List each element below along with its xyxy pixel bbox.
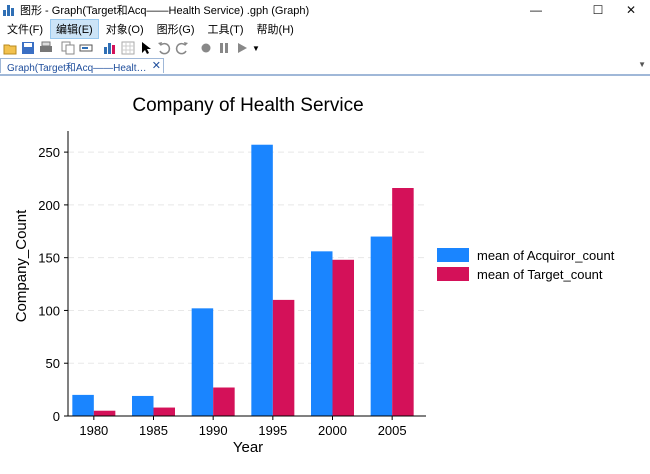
bar-target-2005: [392, 188, 414, 416]
legend-label: mean of Target_count: [477, 267, 603, 282]
menu-help[interactable]: 帮助(H): [256, 23, 294, 36]
menu-graph[interactable]: 图形(G): [156, 23, 195, 36]
bar-acquiror-1990: [191, 308, 214, 416]
y-tick-label: 50: [46, 356, 60, 371]
data-browser-icon[interactable]: [120, 40, 136, 56]
bar-acquiror-2000: [311, 251, 333, 416]
maximize-button[interactable]: ☐: [592, 2, 604, 17]
y-tick-label: 0: [53, 409, 60, 424]
record-icon[interactable]: [198, 40, 214, 56]
graph-editor-icon[interactable]: [102, 40, 118, 56]
y-axis-label: Company_Count: [13, 209, 30, 322]
toolbar: ▼: [0, 38, 650, 58]
undo-icon[interactable]: [156, 40, 172, 56]
x-tick-label: 1980: [79, 423, 108, 438]
y-tick-label: 200: [38, 198, 60, 213]
tab-menu-arrow-icon[interactable]: ▼: [638, 60, 646, 69]
bar-target-1995: [272, 299, 295, 416]
y-tick-label: 150: [38, 251, 60, 266]
tab-graph[interactable]: Graph(Target和Acq——Healt… ✕: [0, 58, 164, 74]
tab-close-icon[interactable]: ✕: [151, 60, 161, 72]
minimize-button[interactable]: —: [530, 2, 542, 17]
bar-acquiror-1995: [251, 144, 273, 416]
graph-area: Company of Health Service 0 50 100 150 200 25…: [0, 76, 650, 469]
pointer-icon[interactable]: [138, 40, 154, 56]
copy-icon[interactable]: [60, 40, 76, 56]
rename-icon[interactable]: [78, 40, 94, 56]
x-tick-label: 1995: [258, 423, 287, 438]
tab-label: Graph(Target和Acq——Healt…: [7, 62, 147, 74]
y-tick-label: 250: [38, 145, 60, 160]
x-tick-label: 2005: [378, 423, 407, 438]
print-icon[interactable]: [38, 40, 54, 56]
bar-target-2000: [332, 259, 354, 416]
dropdown-arrow-icon[interactable]: ▼: [252, 43, 260, 53]
play-icon[interactable]: [234, 40, 250, 56]
menu-object[interactable]: 对象(O): [105, 23, 144, 36]
x-tick-label: 1990: [199, 423, 228, 438]
legend-swatch: [437, 248, 469, 262]
save-icon[interactable]: [20, 40, 36, 56]
close-button[interactable]: ✕: [625, 2, 637, 17]
x-tick-label: 1985: [139, 423, 168, 438]
bar-target-1990: [213, 387, 235, 416]
menu-bar: 文件(F) 编辑(E) 对象(O) 图形(G) 工具(T) 帮助(H): [0, 18, 650, 39]
bar-target-1985: [153, 407, 175, 416]
bar-acquiror-2005: [370, 236, 393, 416]
x-axis-label: Year: [233, 439, 263, 456]
title-bar: 图形 - Graph(Target和Acq——Health Service) .…: [0, 0, 650, 19]
menu-edit[interactable]: 编辑(E): [50, 18, 99, 39]
tab-bar: Graph(Target和Acq——Healt… ✕ ▼: [0, 58, 650, 76]
y-tick-label: 100: [38, 303, 60, 318]
legend-swatch: [437, 267, 469, 281]
menu-file[interactable]: 文件(F): [7, 23, 44, 36]
menu-tools[interactable]: 工具(T): [207, 23, 244, 36]
x-tick-label: 2000: [318, 423, 347, 438]
bar-acquiror-1980: [72, 394, 94, 416]
graph-app-icon: [3, 4, 16, 16]
bar-chart: Company of Health Service 0 50 100 150 200 25…: [13, 95, 615, 456]
chart-title: Company of Health Service: [132, 95, 363, 116]
window-title: 图形 - Graph(Target和Acq——Health Service) .…: [20, 4, 310, 17]
bar-acquiror-1985: [132, 395, 154, 416]
redo-icon[interactable]: [174, 40, 190, 56]
legend-label: mean of Acquiror_count: [477, 248, 615, 263]
bar-target-1980: [93, 410, 116, 416]
pause-icon[interactable]: [216, 40, 232, 56]
open-icon[interactable]: [2, 40, 18, 56]
